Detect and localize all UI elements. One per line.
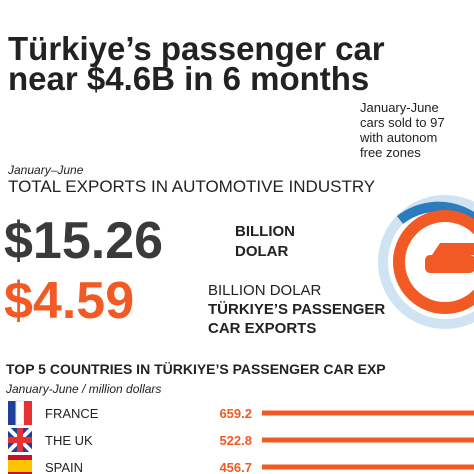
flag-spain: [8, 455, 32, 474]
category-label: THE UK: [45, 433, 93, 448]
bar: [262, 410, 474, 416]
value-label: 522.8: [219, 433, 252, 448]
chart-subtitle: January-June / million dollars: [5, 382, 161, 396]
period: January–June: [7, 163, 84, 177]
flag-france: [8, 400, 32, 426]
total-value: $15.26: [4, 212, 163, 270]
car-value: $4.59: [4, 272, 134, 330]
donut-graphic: [378, 195, 474, 329]
side-note: cars sold to 97: [360, 115, 445, 130]
bar: [262, 464, 474, 470]
title: near $4.6B in 6 months: [8, 60, 369, 97]
title: Türkiye’s passenger car: [8, 30, 385, 67]
unit: TÜRKIYE’S PASSENGER: [208, 301, 385, 318]
side-note: with autonom: [359, 130, 437, 145]
bar: [262, 437, 474, 443]
category-label: FRANCE: [45, 406, 99, 421]
value-label: 659.2: [219, 406, 252, 421]
unit: DOLAR: [235, 243, 288, 260]
category-label: SPAIN: [45, 460, 83, 474]
side-note: free zones: [360, 145, 421, 160]
unit: CAR EXPORTS: [208, 320, 316, 337]
side-note: January-June: [360, 100, 439, 115]
heading: TOTAL EXPORTS IN AUTOMOTIVE INDUSTRY: [8, 177, 375, 196]
unit: BILLION DOLAR: [208, 282, 322, 299]
value-label: 456.7: [219, 460, 252, 474]
flag-uk: [6, 426, 34, 454]
chart-title: TOP 5 COUNTRIES IN TÜRKIYE’S PASSENGER C…: [6, 361, 386, 377]
unit: BILLION: [235, 223, 295, 240]
